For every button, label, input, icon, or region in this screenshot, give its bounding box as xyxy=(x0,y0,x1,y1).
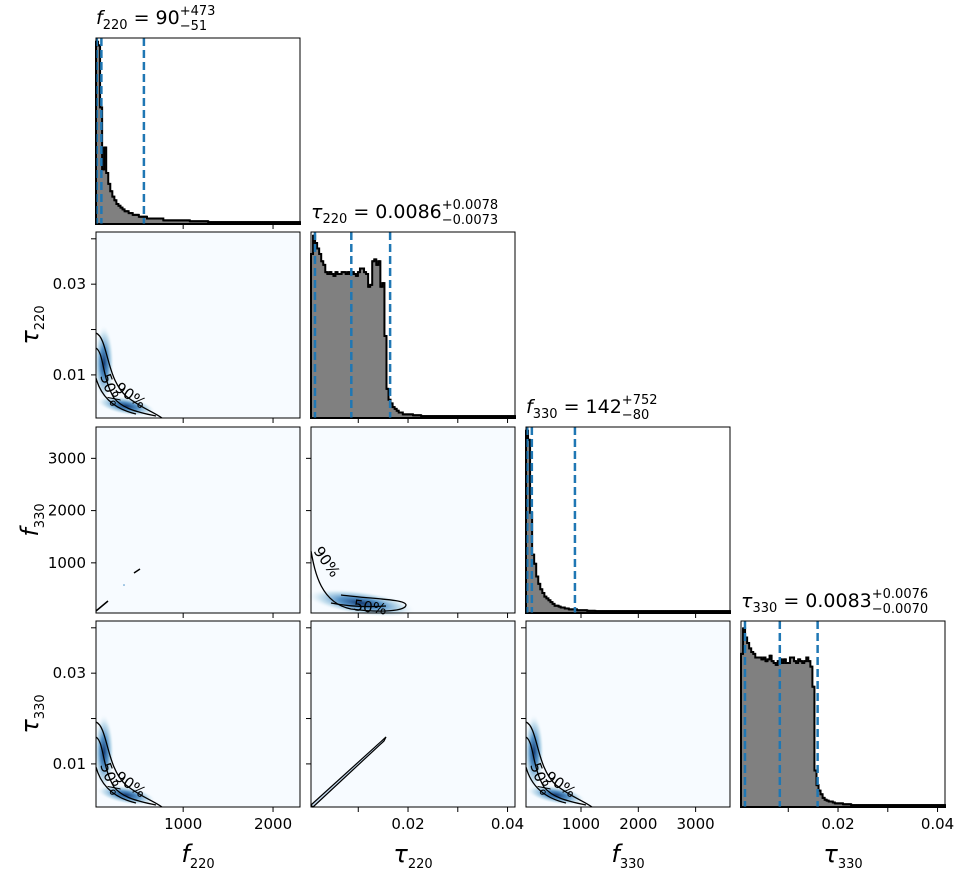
histogram-outline-tau220 xyxy=(310,234,516,419)
contour-90 xyxy=(95,332,163,419)
y-axis-label-tau330: τ330 xyxy=(16,694,48,733)
panel-title-f220: f220 = 90+473 −51 xyxy=(96,4,215,34)
contour-segment xyxy=(95,600,109,612)
y-axis-label-f330: f330 xyxy=(16,503,48,536)
x-tick-label: 0.02 xyxy=(821,815,854,833)
density-tail xyxy=(96,784,156,806)
panel-frame-2-0 xyxy=(95,426,301,614)
contour-inner xyxy=(95,766,137,804)
x-axis-label-f330: f330 xyxy=(611,840,644,872)
contour-inner xyxy=(95,377,137,415)
density-tail xyxy=(526,784,586,806)
histogram-tau220 xyxy=(310,232,516,419)
x-tick-label: 0.02 xyxy=(391,815,424,833)
histogram-f330 xyxy=(525,427,731,614)
contour-90 xyxy=(310,550,407,612)
y-tick-label: 0.03 xyxy=(53,664,86,682)
density-background xyxy=(96,427,300,613)
x-tick-label: 1000 xyxy=(562,815,600,833)
histogram-tau330 xyxy=(740,621,946,808)
contour-90 xyxy=(525,721,593,808)
panel-title-tau330: τ330 = 0.0083+0.0076 −0.0070 xyxy=(741,587,928,617)
contour-50 xyxy=(525,736,587,806)
panel-frame-3-0 xyxy=(95,620,301,808)
density-panel-f220-tau330: 50%90% xyxy=(94,621,300,808)
y-tick-label: 0.03 xyxy=(53,275,86,293)
histogram-fill-f220 xyxy=(96,41,300,224)
density-core xyxy=(94,714,114,790)
histogram-fill-f330 xyxy=(526,430,730,613)
x-axis-label-tau220: τ220 xyxy=(393,840,432,872)
density-panel-f220-tau220: 50%90% xyxy=(94,232,300,419)
histogram-fill-tau330 xyxy=(741,628,945,807)
density-background xyxy=(526,621,730,807)
panel-frame-3-3 xyxy=(740,620,946,808)
histogram-fill-tau220 xyxy=(311,235,515,418)
contour-50 xyxy=(330,602,387,608)
density-background xyxy=(311,427,515,613)
y-tick-label: 0.01 xyxy=(53,755,86,773)
density-background xyxy=(96,621,300,807)
panel-title-f330: f330 = 142+752 −80 xyxy=(526,393,658,423)
density-panel-f220-f330 xyxy=(95,427,300,613)
density-dot xyxy=(123,584,125,586)
x-tick-label: 3000 xyxy=(677,815,715,833)
density-tail xyxy=(96,395,156,417)
x-axis-label-tau330: τ330 xyxy=(823,840,862,872)
contour-90 xyxy=(95,721,163,808)
x-tick-label: 2000 xyxy=(254,815,292,833)
density-panel-f330-tau330: 50%90% xyxy=(524,621,730,808)
y-tick-label: 2000 xyxy=(48,502,86,520)
panel-frame-1-1 xyxy=(310,231,516,419)
y-tick-label: 1000 xyxy=(48,554,86,572)
x-tick-label: 1000 xyxy=(164,815,202,833)
x-tick-label: 2000 xyxy=(619,815,657,833)
density-background xyxy=(96,232,300,418)
panel-frame-2-1 xyxy=(310,426,516,614)
y-tick-label: 3000 xyxy=(48,449,86,467)
panel-frame-3-2 xyxy=(525,620,731,808)
panel-frame-3-1 xyxy=(310,620,516,808)
x-axis-label-f220: f220 xyxy=(181,840,214,872)
histogram-f220 xyxy=(95,38,301,225)
density-core xyxy=(306,588,416,618)
y-tick-label: 0.01 xyxy=(53,366,86,384)
density-panel-tau220-f330: 90%50% xyxy=(306,427,515,619)
contour-inner xyxy=(525,766,567,804)
contour-50 xyxy=(95,736,157,806)
x-tick-label: 0.04 xyxy=(491,815,524,833)
density-core xyxy=(94,325,114,401)
density-core xyxy=(524,714,544,790)
contour-50 xyxy=(95,347,157,417)
panel-frame-0-0 xyxy=(95,37,301,225)
density-panel-tau220-tau330 xyxy=(310,621,515,808)
panel-frame-1-0 xyxy=(95,231,301,419)
panel-title-tau220: τ220 = 0.0086+0.0078 −0.0073 xyxy=(311,198,498,228)
histogram-outline-f220 xyxy=(95,40,301,225)
histogram-outline-f330 xyxy=(525,429,731,614)
y-axis-label-tau220: τ220 xyxy=(16,305,48,344)
panel-frame-2-2 xyxy=(525,426,731,614)
contour-diagonal xyxy=(310,736,387,808)
contour-segment xyxy=(133,568,141,574)
x-tick-label: 0.04 xyxy=(921,815,954,833)
